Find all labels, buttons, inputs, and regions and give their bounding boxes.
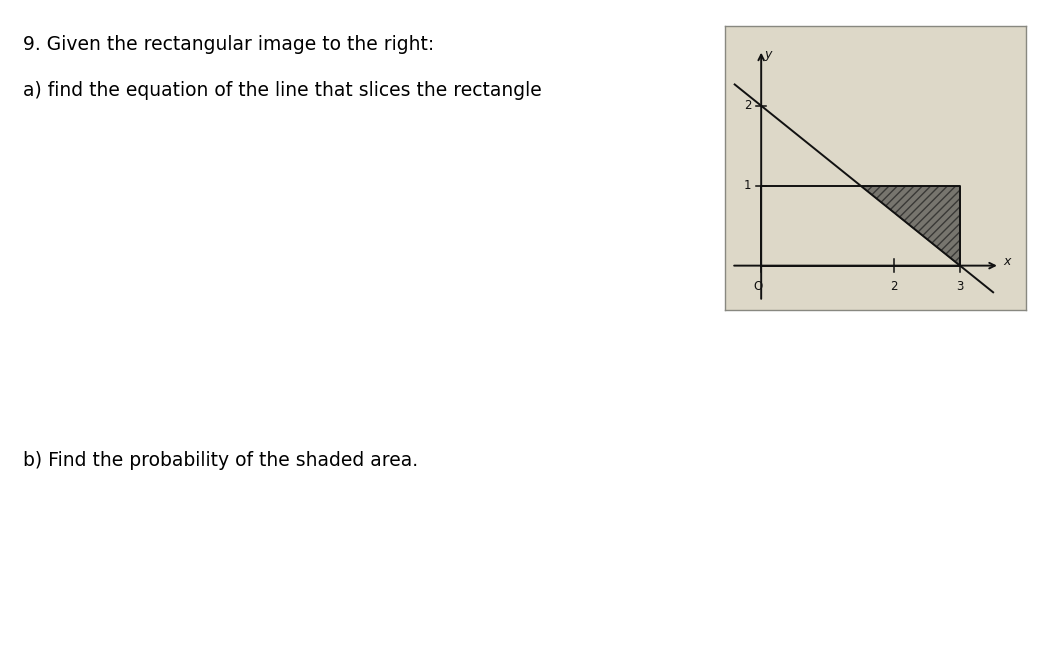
Text: b) Find the probability of the shaded area.: b) Find the probability of the shaded ar… bbox=[23, 451, 418, 470]
Text: 2: 2 bbox=[744, 99, 751, 112]
Text: 1: 1 bbox=[744, 179, 751, 192]
Text: O: O bbox=[753, 280, 763, 293]
Text: 2: 2 bbox=[890, 280, 897, 293]
Text: a) find the equation of the line that slices the rectangle: a) find the equation of the line that sl… bbox=[23, 81, 542, 99]
Text: 3: 3 bbox=[956, 280, 964, 293]
Text: 9. Given the rectangular image to the right:: 9. Given the rectangular image to the ri… bbox=[23, 35, 435, 54]
Text: x: x bbox=[1003, 255, 1010, 268]
Text: y: y bbox=[765, 48, 772, 61]
